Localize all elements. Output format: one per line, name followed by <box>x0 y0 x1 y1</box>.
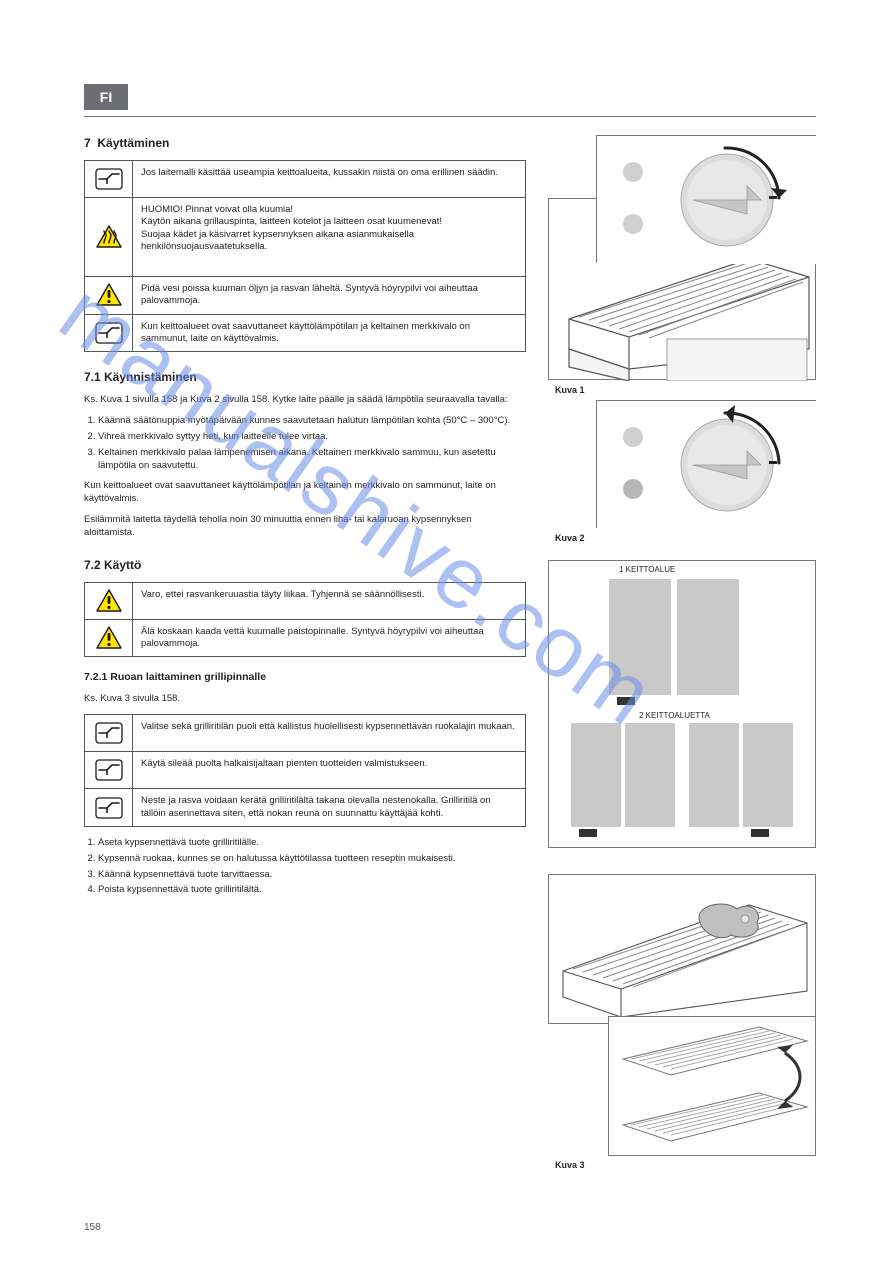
lang-badge: FI <box>84 84 128 110</box>
row-text: Kun keittoalueet ovat saavuttaneet käytt… <box>133 315 525 352</box>
row-text: Älä koskaan kaada vettä kuumalle paistop… <box>133 620 525 657</box>
note-icon <box>85 161 133 197</box>
list-item: Aseta kypsennettävä tuote grilliritiläll… <box>98 837 524 850</box>
figure-3 <box>548 874 816 1024</box>
subsection-7-2-title: 7.2 Käyttö <box>84 558 524 572</box>
figure-1-knob-panel <box>596 135 816 263</box>
note-text: Kun keittoalueet ovat saavuttaneet käytt… <box>84 480 524 506</box>
table-row: HUOMIO! Pinnat voivat olla kuumia! Käytö… <box>85 197 525 276</box>
note-icon <box>85 715 133 751</box>
subsection-7-1-title: 7.1 Käynnistäminen <box>84 370 524 384</box>
figure-2-label: Kuva 2 <box>555 533 585 543</box>
page: manualshive.com FI 7 Käyttäminen Jos lai… <box>0 0 893 1263</box>
list-item: Vihreä merkkivalo syttyy heti, kun laitt… <box>98 431 524 444</box>
subsection-7-2-1-intro: Ks. Kuva 3 sivulla 158. <box>84 693 524 706</box>
zones-label-1: 1 KEITTOALUE <box>619 565 675 574</box>
list-item: Kypsennä ruokaa, kunnes se on halutussa … <box>98 853 524 866</box>
note-icon <box>85 752 133 788</box>
heating-zones-diagram: 1 KEITTOALUE 2 KEITTOALUETTA <box>548 560 816 848</box>
list-item: Käännä säätönuppia myötäpäivään kunnes s… <box>98 415 524 428</box>
table-row: Kun keittoalueet ovat saavuttaneet käytt… <box>85 314 525 352</box>
subsection-7-2-1-title: 7.2.1 Ruoan laittaminen grillipinnalle <box>84 671 524 683</box>
figure-1-label: Kuva 1 <box>555 385 585 395</box>
header-rule <box>84 116 816 117</box>
table-row: Käytä sileää puolta halkaisijaltaan pien… <box>85 751 525 788</box>
table-row: Valitse sekä grilliritilän puoli että ka… <box>85 715 525 751</box>
row-text: HUOMIO! Pinnat voivat olla kuumia! Käytö… <box>133 198 525 276</box>
list-item: Keltainen merkkivalo palaa lämpenemisen … <box>98 447 524 473</box>
row-text: Neste ja rasva voidaan kerätä grilliriti… <box>133 789 525 826</box>
hot-warning-icon <box>85 198 133 276</box>
section-number: 7 <box>84 136 91 150</box>
warning-icon <box>85 620 133 657</box>
figure-2-knob-panel <box>596 400 816 528</box>
table-row: Pidä vesi poissa kuuman öljyn ja rasvan … <box>85 276 525 314</box>
subsection-7-1-intro: Ks. Kuva 1 sivulla 158 ja Kuva 2 sivulla… <box>84 394 524 407</box>
warning-icon <box>85 583 133 619</box>
note-text: Esilämmitä laitetta täydellä teholla noi… <box>84 514 524 540</box>
note-icon <box>85 789 133 826</box>
table-row: Varo, ettei rasvankeruuastia täyty liika… <box>85 583 525 619</box>
list-item: Käännä kypsennettävä tuote tarvittaessa. <box>98 869 524 882</box>
page-number: 158 <box>84 1222 101 1233</box>
step-list-7-2-1: Aseta kypsennettävä tuote grilliritiläll… <box>84 837 524 897</box>
note-icon <box>85 315 133 352</box>
notice-table-2: Varo, ettei rasvankeruuastia täyty liika… <box>84 582 526 658</box>
notice-table-3: Valitse sekä grilliritilän puoli että ka… <box>84 714 526 827</box>
figure-3-label: Kuva 3 <box>555 1160 585 1170</box>
section-heading: 7 Käyttäminen <box>84 136 524 150</box>
step-list-7-1: Käännä säätönuppia myötäpäivään kunnes s… <box>84 415 524 472</box>
table-row: Neste ja rasva voidaan kerätä grilliriti… <box>85 788 525 826</box>
left-column: 7 Käyttäminen Jos laitemalli käsittää us… <box>84 130 524 901</box>
list-item: Poista kypsennettävä tuote grilliritiläl… <box>98 884 524 897</box>
row-text: Valitse sekä grilliritilän puoli että ka… <box>133 715 525 751</box>
zones-label-2: 2 KEITTOALUETTA <box>639 711 710 720</box>
notice-table-1: Jos laitemalli käsittää useampia keittoa… <box>84 160 526 352</box>
table-row: Älä koskaan kaada vettä kuumalle paistop… <box>85 619 525 657</box>
row-text: Käytä sileää puolta halkaisijaltaan pien… <box>133 752 525 788</box>
section-title-text: Käyttäminen <box>97 136 169 150</box>
table-row: Jos laitemalli käsittää useampia keittoa… <box>85 161 525 197</box>
figure-3-inset <box>608 1016 816 1156</box>
row-text: Varo, ettei rasvankeruuastia täyty liika… <box>133 583 525 619</box>
row-text: Pidä vesi poissa kuuman öljyn ja rasvan … <box>133 277 525 314</box>
warning-icon <box>85 277 133 314</box>
row-text: Jos laitemalli käsittää useampia keittoa… <box>133 161 525 197</box>
